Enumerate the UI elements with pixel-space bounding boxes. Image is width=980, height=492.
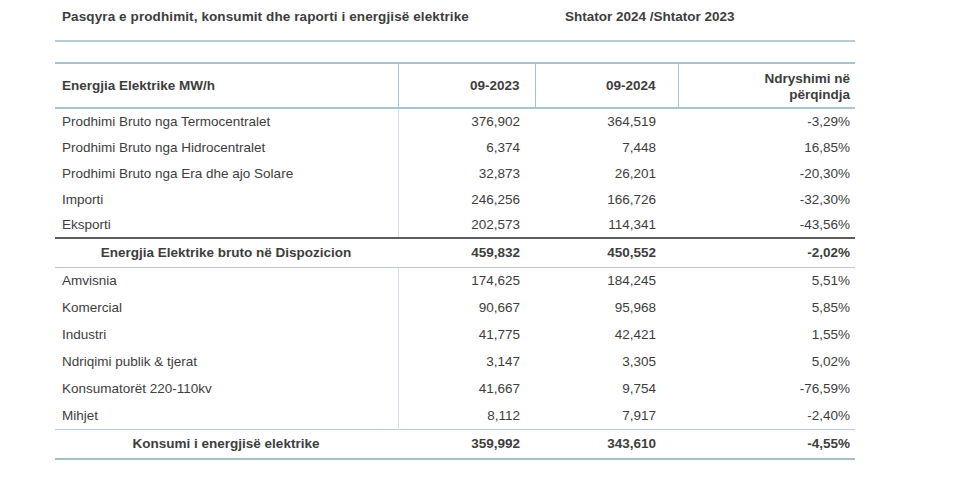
change-percent: -4,55% xyxy=(678,429,855,459)
change-percent: 5,85% xyxy=(678,294,855,321)
row-label: Eksporti xyxy=(55,212,398,238)
row-label: Industri xyxy=(55,321,398,348)
report-page: Pasqyra e prodhimit, konsumit dhe raport… xyxy=(0,0,980,492)
col-header-09-2024: 09-2024 xyxy=(535,63,678,108)
report-header: Pasqyra e prodhimit, konsumit dhe raport… xyxy=(55,0,855,42)
table-row: Industri 41,775 42,421 1,55% xyxy=(55,321,855,348)
value-09-2024: 3,305 xyxy=(535,348,678,375)
col-header-change: Ndryshimi në përqindja xyxy=(678,63,855,108)
row-label: Energjia Elektrike bruto në Dispozicion xyxy=(55,238,398,267)
col-header-09-2023: 09-2023 xyxy=(398,63,535,108)
value-09-2023: 376,902 xyxy=(398,108,535,134)
value-09-2024: 450,552 xyxy=(535,238,678,267)
value-09-2024: 184,245 xyxy=(535,267,678,294)
value-09-2024: 7,917 xyxy=(535,402,678,429)
value-09-2024: 9,754 xyxy=(535,375,678,402)
change-percent: -2,40% xyxy=(678,402,855,429)
value-09-2024: 166,726 xyxy=(535,186,678,212)
table-row: Konsumatorët 220-110kv 41,667 9,754 -76,… xyxy=(55,375,855,402)
table-row: Mihjet 8,112 7,917 -2,40% xyxy=(55,402,855,429)
energy-table: Energjia Elektrike MW/h 09-2023 09-2024 … xyxy=(55,62,855,460)
row-label: Prodhimi Bruto nga Termocentralet xyxy=(55,108,398,134)
row-label: Importi xyxy=(55,186,398,212)
value-09-2023: 8,112 xyxy=(398,402,535,429)
change-percent: 5,02% xyxy=(678,348,855,375)
value-09-2023: 3,147 xyxy=(398,348,535,375)
value-09-2023: 41,775 xyxy=(398,321,535,348)
table-row: Ndriqimi publik & tjerat 3,147 3,305 5,0… xyxy=(55,348,855,375)
report-title: Pasqyra e prodhimit, konsumit dhe raport… xyxy=(62,9,469,24)
change-percent: -2,02% xyxy=(678,238,855,267)
value-09-2023: 202,573 xyxy=(398,212,535,238)
change-percent: -32,30% xyxy=(678,186,855,212)
value-09-2024: 26,201 xyxy=(535,160,678,186)
value-09-2024: 42,421 xyxy=(535,321,678,348)
row-label: Prodhimi Bruto nga Hidrocentralet xyxy=(55,134,398,160)
table-row: Prodhimi Bruto nga Hidrocentralet 6,374 … xyxy=(55,134,855,160)
energy-table-body: Prodhimi Bruto nga Termocentralet 376,90… xyxy=(55,108,855,459)
report-period: Shtator 2024 /Shtator 2023 xyxy=(565,9,735,24)
change-percent: -20,30% xyxy=(678,160,855,186)
row-label: Mihjet xyxy=(55,402,398,429)
value-09-2023: 174,625 xyxy=(398,267,535,294)
value-09-2023: 459,832 xyxy=(398,238,535,267)
row-label: Konsumatorët 220-110kv xyxy=(55,375,398,402)
value-09-2024: 364,519 xyxy=(535,108,678,134)
value-09-2024: 7,448 xyxy=(535,134,678,160)
report-document: Pasqyra e prodhimit, konsumit dhe raport… xyxy=(55,0,855,460)
table-row: Amvisnia 174,625 184,245 5,51% xyxy=(55,267,855,294)
change-percent: -76,59% xyxy=(678,375,855,402)
row-label: Komercial xyxy=(55,294,398,321)
value-09-2023: 359,992 xyxy=(398,429,535,459)
row-label: Ndriqimi publik & tjerat xyxy=(55,348,398,375)
table-row: Importi 246,256 166,726 -32,30% xyxy=(55,186,855,212)
row-label: Konsumi i energjisë elektrike xyxy=(55,429,398,459)
col-header-change-label: Ndryshimi në përqindja xyxy=(740,69,850,102)
energy-table-header: Energjia Elektrike MW/h 09-2023 09-2024 … xyxy=(55,63,855,108)
value-09-2023: 246,256 xyxy=(398,186,535,212)
change-percent: -3,29% xyxy=(678,108,855,134)
value-09-2023: 90,667 xyxy=(398,294,535,321)
total-row-consumption: Konsumi i energjisë elektrike 359,992 34… xyxy=(55,429,855,459)
header-row: Energjia Elektrike MW/h 09-2023 09-2024 … xyxy=(55,63,855,108)
row-label: Prodhimi Bruto nga Era dhe ajo Solare xyxy=(55,160,398,186)
change-percent: 1,55% xyxy=(678,321,855,348)
value-09-2023: 6,374 xyxy=(398,134,535,160)
value-09-2024: 95,968 xyxy=(535,294,678,321)
table-row: Prodhimi Bruto nga Termocentralet 376,90… xyxy=(55,108,855,134)
total-row-gross-available: Energjia Elektrike bruto në Dispozicion … xyxy=(55,238,855,267)
value-09-2024: 114,341 xyxy=(535,212,678,238)
row-label: Amvisnia xyxy=(55,267,398,294)
change-percent: 5,51% xyxy=(678,267,855,294)
table-row: Prodhimi Bruto nga Era dhe ajo Solare 32… xyxy=(55,160,855,186)
table-row: Eksporti 202,573 114,341 -43,56% xyxy=(55,212,855,238)
col-header-label: Energjia Elektrike MW/h xyxy=(55,63,398,108)
value-09-2023: 41,667 xyxy=(398,375,535,402)
table-row: Komercial 90,667 95,968 5,85% xyxy=(55,294,855,321)
change-percent: -43,56% xyxy=(678,212,855,238)
change-percent: 16,85% xyxy=(678,134,855,160)
value-09-2024: 343,610 xyxy=(535,429,678,459)
value-09-2023: 32,873 xyxy=(398,160,535,186)
